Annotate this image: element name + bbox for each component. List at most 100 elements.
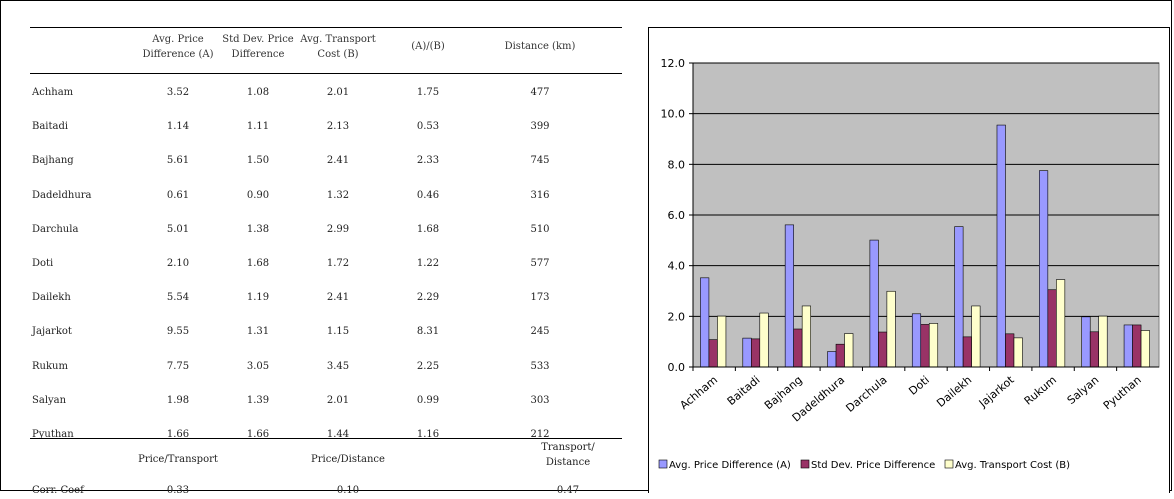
table-cell: 3.45 [326,360,350,372]
table-cell: 2.99 [326,223,350,235]
table-cell: 2.13 [326,121,350,133]
x-tick-label: Rukum [1022,373,1059,407]
bar [928,323,939,368]
table-cell: 1.66 [246,429,270,440]
x-tick-label: Dailekh [934,373,974,410]
table-cell: 1.39 [246,394,270,406]
bar [759,312,769,368]
table-cell: 3.05 [246,360,270,372]
bar [801,305,811,368]
table-cell: 477 [530,87,550,98]
corr-header: Price/Transport [138,454,218,465]
y-tick-label: 10.0 [661,108,686,121]
row-label: Pyuthan [32,429,74,440]
y-tick-label: 12.0 [661,57,686,70]
bar [742,337,752,368]
table-cell: 745 [530,155,550,167]
bar [911,313,922,368]
legend-swatch [658,459,668,469]
table-cell: 2.33 [416,155,440,167]
table-cell: 8.31 [416,326,440,338]
table-cell: 1.32 [326,189,350,201]
row-label: Salyan [32,394,67,406]
x-tick-label: Darchula [843,373,889,415]
x-tick-label: Jajarkot [976,373,1017,411]
table-cell: 7.75 [166,360,190,372]
table-cell: 245 [530,326,550,338]
bar [869,239,879,368]
table-cell: 1.15 [326,326,350,338]
x-tick-label: Baitadi [725,373,763,408]
table-cell: 577 [530,258,550,269]
table-cell: 303 [530,394,550,406]
table-cell: 0.61 [166,189,190,201]
corr-header: Transport/Distance [541,442,595,468]
table-cell: 1.16 [416,429,440,440]
bar [784,224,794,368]
row-label: Dailekh [32,292,71,304]
table-cell: 1.44 [326,429,350,440]
bar [886,290,896,368]
row-label: Darchula [32,223,79,235]
table-cell: 2.41 [326,155,350,167]
bar [954,226,964,368]
bar [1047,289,1057,368]
bar [835,343,845,368]
table-cell: 533 [530,360,550,372]
table-cell: 2.10 [166,258,190,269]
bar [920,324,930,368]
row-label: Baitadi [32,121,69,133]
bar [844,333,854,368]
x-tick-label: Doti [906,373,932,397]
table-cell: 1.19 [246,292,270,304]
table-cell: 0.10 [336,485,360,496]
table-cell: 0.90 [246,189,270,201]
table-cell: 1.14 [166,121,190,133]
legend-swatch [944,459,954,469]
bar [996,124,1006,368]
bar [1123,324,1133,368]
table-cell: 5.54 [166,292,190,304]
table-cell: 9.55 [166,326,190,338]
table-cell: 2.41 [326,292,350,304]
table-cell: 2.01 [326,394,350,406]
table-cell: 5.01 [166,223,190,235]
table-top-rule [30,27,622,28]
table-cell: 1.68 [246,258,270,269]
bar [1056,279,1066,368]
bar [878,331,888,368]
bar [1140,330,1150,368]
table-cell: 0.33 [166,485,190,496]
table-cell: 2.29 [416,292,440,304]
column-header: Distance (km) [504,41,576,52]
column-header: Avg. Price Difference (A) [142,34,214,60]
column-header: (A)/(B) [411,41,445,52]
bar [1081,316,1091,368]
bar [1132,324,1142,368]
corr-header: Price/Distance [311,454,385,465]
row-label: Achham [32,87,74,98]
table-cell: 212 [530,429,550,440]
bar [793,328,803,368]
legend-label: Std Dev. Price Difference [811,460,935,471]
table-cell: 1.22 [416,258,440,269]
row-label: Dadeldhura [32,189,92,201]
table-cell: 0.47 [556,485,580,496]
table-cell: 1.08 [246,87,270,98]
x-tick-label: Pyuthan [1101,373,1144,412]
bar [827,351,837,368]
chart-container: 0.0 2.0 4.0 6.0 8.0 10.0 12.0 Achham Baitadi Bajh… [648,27,1170,493]
bar [962,336,972,368]
legend-swatch [800,459,810,469]
table-cell: 1.75 [416,87,440,98]
row-label: Bajhang [32,155,74,167]
table-cell: 2.01 [326,87,350,98]
table-cell: 0.53 [416,121,440,133]
row-label: Corr. Coef [32,485,84,496]
table-cell: 5.61 [166,155,190,167]
legend-label: Avg. Price Difference (A) [669,460,791,471]
bar [1098,315,1108,368]
y-tick-label: 6.0 [668,209,686,222]
table-cell: 1.38 [246,223,270,235]
